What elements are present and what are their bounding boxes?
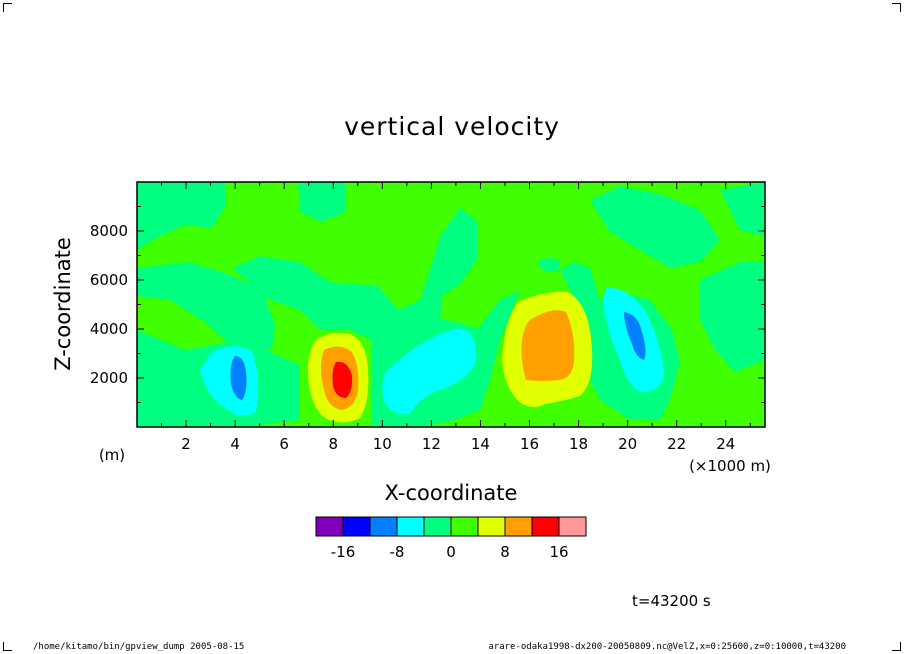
colorbar-label: -16 [331,543,356,561]
x-tick-label: 16 [520,435,539,453]
y-unit-label: (m) [99,446,125,464]
y-tick-label: 6000 [90,271,128,289]
contour-region-updraft-x17-orange [521,310,575,381]
colorbar-label: 16 [549,543,568,561]
contour-region-bg-right-upper [590,186,720,268]
crop-mark-top-left [3,3,12,12]
colorbar-label: 8 [500,543,510,561]
y-tick-label: 4000 [90,320,128,338]
colorbar-swatch [477,516,506,537]
colorbar-swatch [315,516,344,537]
colorbar-swatch [531,516,560,537]
contour-region-downdraft-x20-core [624,312,646,360]
x-tick-label: 20 [618,435,637,453]
y-axis-title: Z-coordinate [51,237,75,371]
contour-region-bg-upper-left [137,182,226,250]
x-tick-label: 24 [716,435,735,453]
y-axis: 2000 4000 6000 8000 [90,206,765,403]
x-tick-label: 22 [667,435,686,453]
colorbar-swatch [423,516,452,537]
chart-title: vertical velocity [344,112,560,141]
colorbar-swatch [396,516,425,537]
contour-region-bg-upper-band [298,182,345,222]
x-tick-label: 10 [373,435,392,453]
colorbar-swatch [369,516,398,537]
contour-region-downdraft-x4-core [230,356,247,400]
x-tick-label: 14 [471,435,490,453]
x-tick-label: 12 [422,435,441,453]
x-unit-label: (×1000 m) [689,457,771,475]
colorbar-label: 0 [446,543,456,561]
x-tick-label: 2 [181,435,191,453]
y-tick-label: 2000 [90,369,128,387]
plot-area [137,182,765,427]
contour-region-blob-x16-top [538,258,561,272]
contour-region-downdraft-x12 [382,328,477,415]
crop-mark-bottom-left [3,642,12,651]
x-tick-label: 6 [279,435,289,453]
crop-mark-top-right [892,3,901,12]
x-tick-label: 8 [328,435,338,453]
contour-region-bg-top-right [720,182,765,236]
footer-path: /home/kitamo/bin/gpview_dump 2005-08-15 [33,642,245,652]
footer-source: arare-odaka1998-dx200-20050809.nc@VelZ,x… [488,642,846,652]
colorbar-swatch [342,516,371,537]
contour-region-updraft-x8-red [332,361,353,398]
colorbar-swatch [504,516,533,537]
crop-mark-bottom-right [892,642,901,651]
contour-region-bg-mid-left [137,262,275,350]
colorbar-label: -8 [390,543,405,561]
x-tick-label: 18 [569,435,588,453]
time-label: t=43200 s [632,592,711,610]
contour-region-bg-far-right [700,262,765,372]
colorbar: -16 -8 0 8 16 [315,516,587,561]
x-tick-label: 4 [230,435,240,453]
colorbar-swatch [558,516,587,537]
x-axis-title: X-coordinate [385,481,518,505]
colorbar-swatch [450,516,479,537]
y-tick-label: 8000 [90,222,128,240]
x-axis: 2 4 6 8 10 12 14 16 18 20 22 24 [161,182,751,453]
